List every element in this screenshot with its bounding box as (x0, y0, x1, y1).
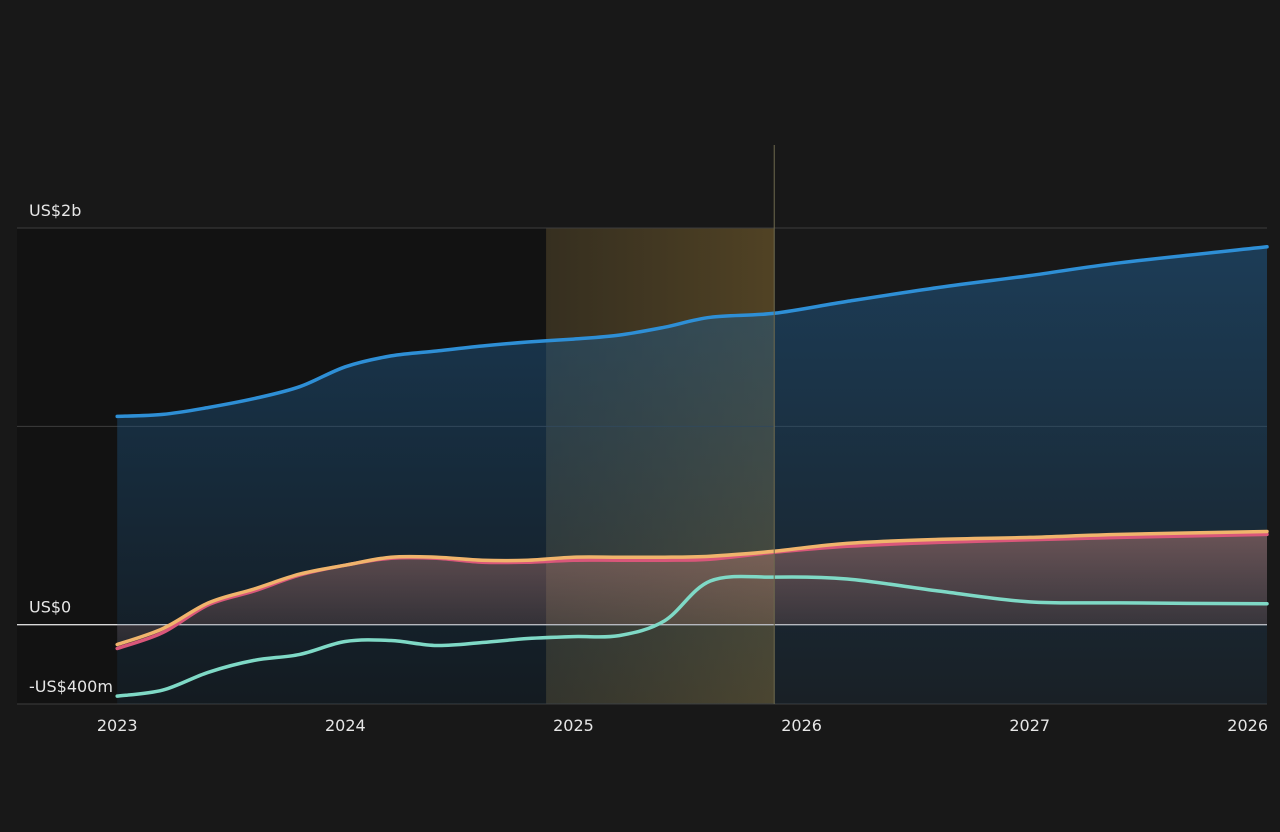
earnings_lower-area (117, 534, 1268, 649)
x-tick-label: 2027 (1009, 716, 1050, 735)
x-tick-label: 2024 (325, 716, 366, 735)
x-tick-label: 2025 (553, 716, 594, 735)
x-axis-labels: 2023 2024 2025 2026 2027 2026 (97, 716, 1268, 735)
x-tick-label: 2023 (97, 716, 138, 735)
series-fills (117, 246, 1268, 705)
cash_flow-line (115, 574, 1269, 698)
y-tick-label: US$0 (29, 598, 71, 617)
revenue-line (115, 245, 1269, 419)
x-tick-label: 2026 (1227, 716, 1268, 735)
x-tick-label: 2026 (781, 716, 822, 735)
y-axis-labels: US$2b US$0 -US$400m (29, 201, 113, 696)
y-tick-label: -US$400m (29, 677, 113, 696)
y-tick-label: US$2b (29, 201, 81, 220)
earnings-line (115, 529, 1269, 647)
series-lines (115, 245, 1269, 698)
